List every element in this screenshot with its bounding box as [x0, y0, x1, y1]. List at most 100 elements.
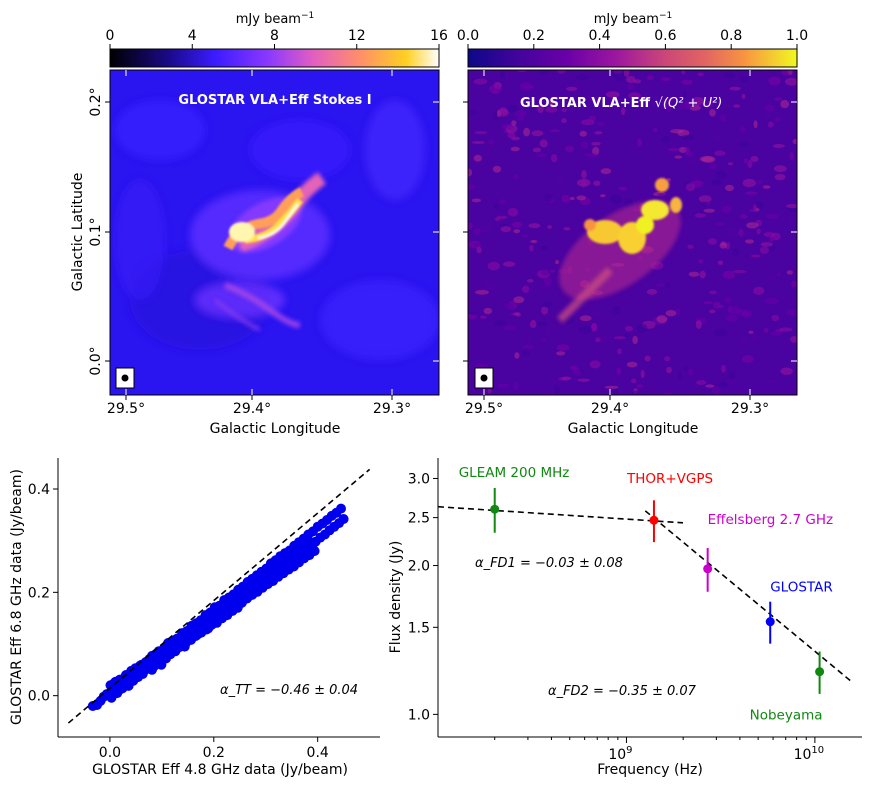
noise-blob: [698, 259, 704, 264]
noise-blob: [791, 280, 797, 288]
noise-blob: [497, 383, 509, 388]
image-x-tick-label: 29.4°: [591, 401, 629, 417]
noise-blob: [569, 196, 575, 201]
noise-blob: [532, 269, 538, 274]
scatter-y-tick-label: 0.2: [28, 585, 50, 601]
colorbar-1-tick-label: 4: [188, 28, 197, 44]
noise-blob: [579, 130, 587, 137]
noise-blob: [759, 246, 770, 254]
noise-blob: [513, 296, 525, 304]
noise-blob: [514, 109, 527, 117]
noise-blob: [600, 194, 606, 198]
noise-blob: [581, 170, 587, 179]
image-x-tick-label: 29.5°: [107, 401, 145, 417]
noise-blob: [751, 333, 759, 342]
noise-blob: [666, 177, 671, 182]
noise-blob: [613, 70, 623, 74]
noise-blob: [763, 232, 776, 237]
noise-blob: [573, 80, 579, 90]
noise-blob: [499, 71, 506, 79]
noise-blob: [487, 388, 492, 394]
noise-blob: [725, 184, 734, 192]
noise-blob: [476, 246, 482, 254]
image-1-xlabel: Galactic Longitude: [210, 421, 341, 437]
noise-blob: [743, 158, 748, 164]
noise-blob: [599, 335, 611, 342]
image-1-ticks: 29.5° 29.4° 29.3° 0.0° 0.1° 0.2°: [88, 70, 439, 417]
noise-blob: [688, 271, 700, 277]
noise-blob: [556, 178, 563, 186]
noise-blob: [679, 101, 694, 110]
noise-blob: [632, 335, 638, 345]
noise-blob: [771, 331, 783, 336]
noise-blob: [774, 97, 783, 101]
noise-blob: [499, 198, 506, 205]
colorbar-2-tick-label: 0.4: [588, 28, 610, 44]
scatter-xlabel: GLOSTAR Eff 4.8 GHz data (Jy/beam): [92, 762, 348, 778]
noise-blob: [576, 178, 591, 187]
noise-blob: [714, 134, 722, 142]
scatter-point: [338, 514, 349, 524]
noise-blob: [774, 116, 782, 122]
noise-blob: [590, 323, 598, 333]
noise-blob: [471, 198, 482, 203]
noise-blob: [523, 127, 530, 137]
noise-blob: [756, 302, 761, 308]
noise-blob: [771, 314, 780, 322]
noise-blob: [609, 195, 623, 204]
noise-blob: [641, 85, 651, 90]
colorbar-2: [467, 48, 798, 68]
noise-blob: [764, 297, 779, 305]
image-y-tick-label: 0.2°: [88, 87, 104, 116]
noise-blob: [789, 152, 794, 160]
noise-blob: [779, 327, 793, 332]
noise-blob: [709, 163, 717, 170]
noise-blob: [715, 280, 721, 285]
noise-blob: [596, 121, 606, 127]
noise-blob: [535, 153, 547, 158]
noise-blob: [786, 204, 797, 209]
noise-blob: [510, 146, 520, 152]
sed-xlabel: Frequency (Hz): [597, 762, 703, 778]
noise-blob: [511, 120, 517, 126]
noise-blob: [756, 228, 761, 235]
noise-blob: [617, 348, 622, 355]
noise-blob: [537, 104, 544, 113]
scatter-ylabel: GLOSTAR Eff 6.8 GHz data (Jy/beam): [9, 469, 25, 725]
stokes-i-title: GLOSTAR VLA+Eff Stokes I: [178, 93, 371, 108]
colorbar-1: [109, 48, 440, 68]
noise-blob: [592, 146, 600, 156]
noise-blob: [724, 296, 732, 304]
noise-blob: [613, 72, 627, 81]
noise-blob: [500, 226, 512, 233]
noise-blob: [482, 150, 492, 157]
noise-blob: [553, 380, 562, 385]
noise-blob: [652, 128, 658, 133]
sed-ylabel: Flux density (Jy): [388, 541, 404, 654]
scatter-fit-line: [67, 468, 371, 724]
noise-blob: [724, 389, 730, 395]
noise-blob: [612, 305, 621, 315]
noise-blob: [739, 141, 749, 148]
sed-y-tick-label: 1.0: [408, 707, 430, 723]
noise-blob: [763, 104, 775, 112]
panel-scatter: 0.0 0.2 0.4 0.0 0.2 0.4 α_TT = −0.46 ± 0.04 G…: [9, 458, 380, 778]
sed-point-label: GLEAM 200 MHz: [459, 465, 570, 481]
sed-fit-fd2: [644, 510, 854, 684]
noise-blob: [536, 321, 548, 326]
noise-blob: [468, 311, 477, 315]
colorbar-1-tick-label: 12: [348, 28, 366, 44]
colorbar-2-tick-label: 1.0: [786, 28, 808, 44]
noise-blob: [545, 106, 558, 113]
noise-blob: [776, 273, 782, 276]
noise-blob: [697, 369, 706, 373]
noise-blob: [538, 70, 550, 75]
noise-blob: [521, 85, 535, 89]
noise-blob: [502, 73, 515, 77]
sed-y-tick-label: 2.5: [408, 511, 430, 527]
noise-blob: [646, 288, 658, 295]
noise-blob: [786, 308, 797, 317]
noise-blob: [566, 86, 578, 91]
noise-blob: [540, 245, 549, 250]
